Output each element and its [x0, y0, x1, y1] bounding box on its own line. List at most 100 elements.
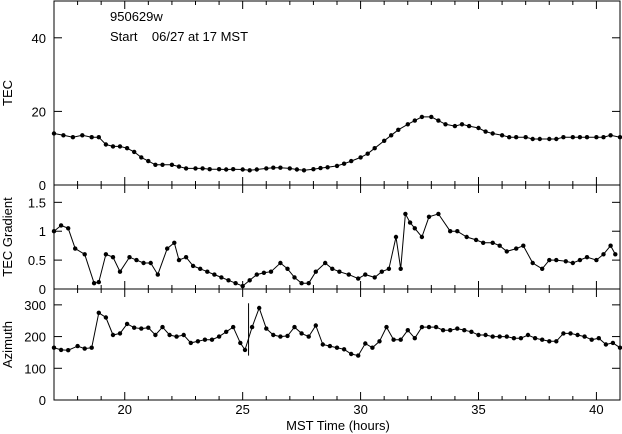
start-time-label: Start 06/27 at 17 MST: [110, 29, 248, 44]
data-point: [490, 334, 495, 339]
data-point: [540, 266, 545, 271]
data-point: [278, 334, 283, 339]
data-point: [365, 151, 370, 156]
y-tick-label: 0: [39, 178, 46, 193]
data-point: [575, 332, 580, 338]
data-point: [165, 246, 170, 251]
data-point: [419, 114, 425, 120]
y-axis-label: Azimuth: [0, 321, 15, 368]
x-axis-label: MST Time (hours): [286, 418, 390, 433]
y-axis-label: TEC Gradient: [0, 197, 15, 277]
data-point: [346, 272, 351, 277]
data-point: [325, 165, 330, 170]
data-point: [174, 334, 179, 339]
data-point: [247, 278, 252, 283]
data-point: [301, 168, 307, 173]
data-point: [525, 332, 531, 338]
data-point: [448, 229, 453, 234]
data-point: [412, 118, 417, 123]
data-point: [507, 135, 512, 140]
data-point: [530, 260, 535, 266]
y-tick-label: 300: [24, 298, 46, 313]
data-point: [601, 252, 606, 257]
x-tick-label: 35: [471, 402, 485, 417]
data-point: [285, 266, 290, 271]
data-point: [188, 340, 193, 346]
data-point: [224, 167, 229, 172]
data-point: [207, 167, 212, 172]
data-point: [103, 315, 109, 320]
data-point: [349, 158, 354, 164]
data-point: [70, 135, 76, 140]
data-point: [419, 234, 425, 240]
data-point: [242, 347, 248, 353]
data-point: [483, 129, 488, 134]
data-point: [356, 353, 361, 358]
data-point: [547, 136, 552, 142]
data-point: [311, 167, 316, 172]
data-point: [73, 246, 78, 251]
data-point: [530, 136, 535, 142]
data-point: [412, 336, 417, 341]
data-point: [363, 272, 368, 277]
data-point: [377, 339, 382, 344]
data-point: [594, 257, 599, 263]
data-point: [568, 331, 573, 336]
data-point: [146, 158, 151, 164]
data-point: [473, 237, 479, 243]
data-point: [577, 135, 583, 140]
data-point: [66, 348, 71, 353]
data-point: [61, 133, 66, 138]
data-point: [476, 332, 481, 338]
data-point: [540, 337, 545, 342]
series-line: [53, 212, 616, 287]
data-point: [617, 345, 622, 350]
data-point: [327, 343, 333, 349]
data-point: [110, 144, 116, 149]
data-point: [313, 323, 318, 328]
data-point: [132, 325, 137, 330]
data-point: [306, 281, 311, 286]
data-point: [594, 135, 599, 140]
data-point: [249, 324, 255, 330]
data-point: [169, 162, 175, 167]
data-point: [96, 310, 102, 315]
data-point: [398, 266, 403, 271]
data-point: [596, 336, 601, 341]
data-point: [584, 135, 590, 140]
data-point: [294, 167, 300, 172]
y-tick-label: 20: [32, 104, 46, 119]
data-point: [181, 332, 186, 338]
data-point: [103, 252, 109, 257]
series-line: [53, 116, 621, 171]
data-point: [514, 246, 519, 251]
data-point: [426, 324, 432, 330]
data-point: [608, 243, 613, 248]
data-point: [349, 351, 354, 357]
data-point: [153, 162, 158, 167]
data-point: [96, 135, 102, 140]
y-tick-label: 1.5: [28, 195, 46, 210]
y-tick-label: 100: [24, 361, 46, 376]
data-point: [429, 114, 434, 120]
data-point: [233, 281, 238, 286]
data-point: [455, 326, 460, 331]
data-point: [356, 276, 361, 281]
data-point: [490, 240, 495, 245]
x-tick-label: 25: [235, 402, 249, 417]
data-point: [134, 257, 139, 263]
data-point: [231, 167, 236, 172]
data-point: [396, 127, 401, 132]
data-point: [391, 337, 396, 342]
data-point: [117, 331, 123, 336]
y-tick-label: 0: [39, 282, 46, 297]
data-point: [476, 125, 481, 131]
data-point: [127, 255, 132, 260]
data-point: [334, 345, 340, 350]
data-point: [141, 260, 146, 266]
data-point: [407, 220, 413, 225]
data-point: [412, 226, 417, 231]
data-point: [219, 275, 224, 280]
data-point: [617, 135, 622, 140]
data-point: [554, 339, 559, 344]
